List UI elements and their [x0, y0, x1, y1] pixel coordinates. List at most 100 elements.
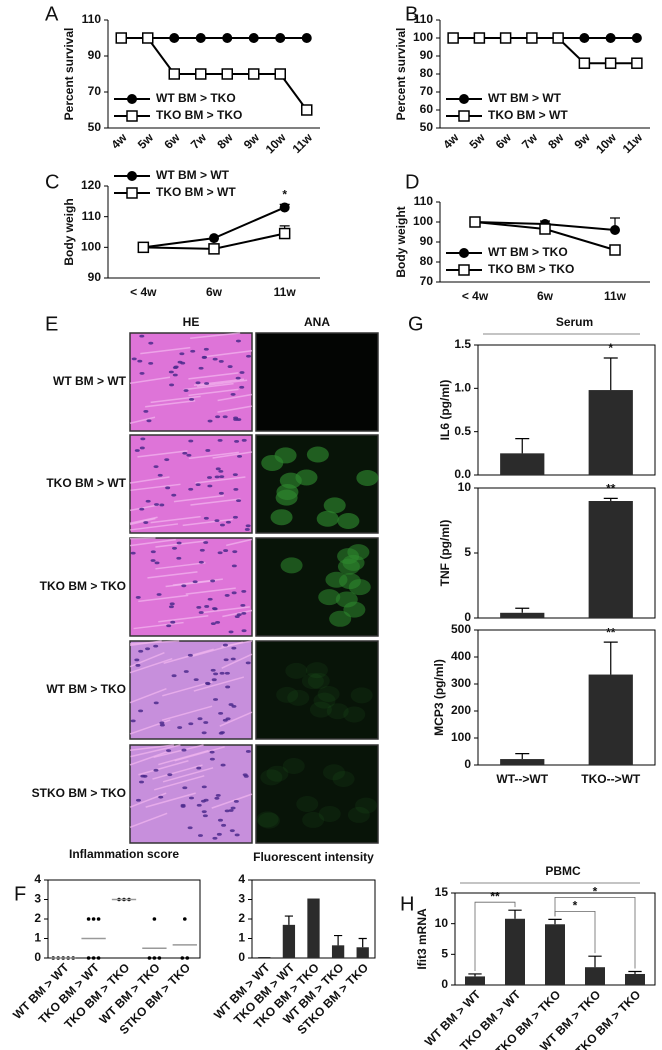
nucleus: [216, 832, 222, 836]
nucleus: [217, 438, 223, 442]
nucleus: [169, 602, 175, 606]
nucleus: [207, 484, 213, 488]
image-bg: [255, 744, 379, 844]
nucleus: [198, 611, 204, 614]
nucleus: [153, 768, 159, 772]
row-label: WT BM > TKO: [46, 682, 126, 696]
fiber: [129, 792, 167, 808]
cell: [342, 554, 365, 571]
micrograph-ana: [255, 332, 379, 432]
cell: [301, 673, 324, 690]
y-tick-label: 1: [34, 931, 41, 945]
x-tick-label: 8w: [214, 130, 236, 152]
x-tick-label: 10w: [593, 130, 619, 156]
cell: [356, 469, 379, 486]
nucleus: [177, 726, 183, 729]
nucleus: [135, 596, 141, 599]
significance-bracket: [474, 901, 516, 971]
fiber: [195, 476, 246, 484]
plot-frame: [477, 344, 656, 476]
x-tick-label: < 4w: [462, 289, 489, 303]
nucleus: [219, 671, 225, 675]
micrograph-he: [129, 744, 253, 844]
nucleus: [164, 458, 170, 462]
nucleus: [143, 521, 149, 524]
nucleus: [204, 605, 210, 608]
nucleus: [228, 630, 234, 634]
y-tick-label: 100: [451, 730, 471, 744]
error-bar: [603, 357, 618, 391]
x-tick-label: 6w: [493, 130, 515, 152]
fiber: [217, 393, 253, 402]
legend-label: TKO BM > TKO: [488, 262, 574, 276]
nucleus: [219, 475, 225, 479]
nucleus: [171, 493, 177, 497]
nucleus: [223, 549, 229, 552]
nucleus: [235, 376, 241, 380]
nucleus: [228, 809, 234, 812]
y-tick-label: 90: [420, 234, 434, 248]
nucleus: [231, 704, 237, 708]
image-bg: [129, 537, 253, 637]
annotation: **: [606, 625, 616, 639]
nucleus: [243, 774, 249, 778]
nucleus: [187, 826, 193, 830]
cell: [318, 589, 341, 606]
nucleus: [143, 409, 149, 413]
nucleus: [192, 580, 198, 584]
dot: [157, 956, 162, 960]
cell: [270, 509, 293, 526]
fiber: [130, 744, 181, 758]
nucleus: [176, 541, 182, 545]
y-axis-label: Percent survival: [62, 28, 76, 121]
nucleus: [134, 658, 140, 662]
y-tick-label: 0: [238, 950, 245, 964]
nucleus: [182, 786, 188, 790]
x-tick-label: 11w: [290, 130, 316, 156]
fiber: [138, 760, 189, 776]
nucleus: [195, 483, 201, 487]
marker: [609, 244, 621, 256]
cell: [256, 811, 279, 828]
nucleus: [218, 491, 224, 495]
plot-frame: [47, 879, 201, 959]
chart-title: Serum: [556, 315, 593, 329]
fiber: [182, 518, 233, 527]
x-tick-label: 7w: [188, 130, 210, 152]
nucleus: [203, 347, 209, 351]
bar: [307, 898, 320, 958]
y-tick-label: 0: [464, 610, 471, 624]
fiber: [174, 746, 225, 762]
nucleus: [215, 415, 221, 419]
nucleus: [241, 629, 247, 633]
nucleus: [166, 749, 172, 753]
nucleus: [240, 603, 246, 607]
marker: [115, 32, 127, 44]
nucleus: [159, 503, 165, 507]
marker: [195, 33, 206, 43]
nucleus: [232, 550, 238, 554]
significance-bracket: [554, 896, 636, 969]
legend-marker: [458, 110, 470, 122]
error-bar: [603, 641, 618, 675]
nucleus: [245, 750, 251, 753]
nucleus: [241, 612, 247, 615]
nucleus: [212, 836, 218, 840]
fiber: [188, 388, 239, 397]
fiber: [219, 711, 253, 727]
cell: [276, 484, 299, 501]
nucleus: [214, 796, 220, 800]
panel-label: E: [45, 313, 58, 335]
nucleus: [218, 469, 224, 473]
nucleus: [145, 647, 151, 651]
nucleus: [139, 334, 145, 338]
nucleus: [138, 709, 144, 713]
nucleus: [246, 354, 252, 358]
y-tick-label: 90: [88, 48, 102, 62]
nucleus: [159, 721, 165, 725]
cell: [326, 703, 349, 720]
legend-marker: [459, 94, 469, 104]
nucleus: [203, 721, 209, 724]
nucleus: [224, 809, 230, 813]
cell: [350, 687, 373, 704]
